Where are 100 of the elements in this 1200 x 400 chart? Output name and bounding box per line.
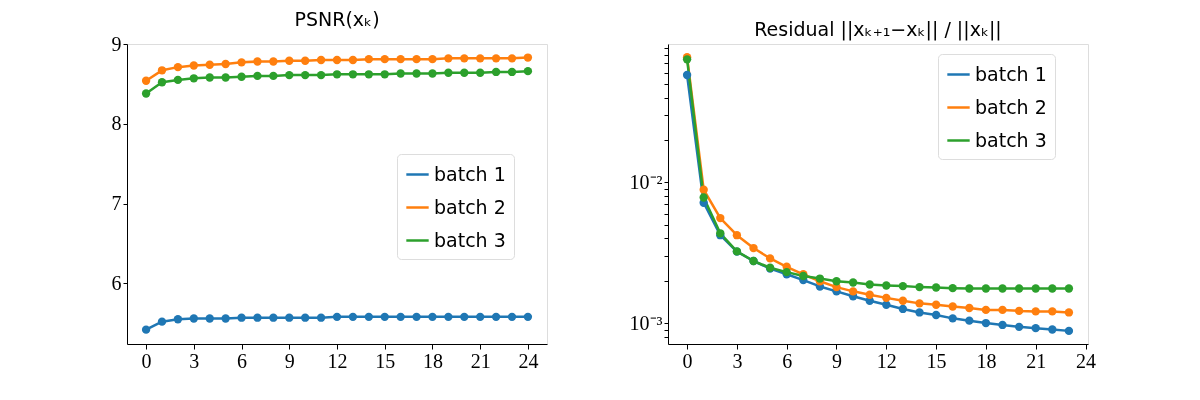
point [848,278,858,287]
y-tick-label: 6 [111,271,122,294]
x-tick-label: 15 [375,349,396,372]
point [221,314,230,323]
point [364,312,373,322]
point [948,302,957,311]
point [765,254,775,263]
point [1048,325,1057,334]
point [364,70,373,79]
point [898,281,908,291]
point [157,66,167,75]
point [682,70,692,80]
point [205,73,214,82]
point [444,54,453,63]
point [237,72,246,81]
point [981,318,991,328]
point [1031,284,1040,293]
point [285,70,294,80]
point [1014,306,1024,316]
point [491,312,501,322]
x-tick-label: 3 [189,349,200,372]
point [716,213,725,223]
legend-label: batch 3 [434,228,506,251]
point [460,54,469,63]
point [1048,284,1057,293]
point [699,193,708,202]
point [269,71,278,81]
point [316,70,326,80]
point [931,300,941,309]
point [865,280,874,289]
point [173,75,183,85]
x-tick-label: 3 [732,349,743,372]
point [269,313,278,322]
point [428,54,437,64]
point [316,313,326,322]
point [460,312,469,322]
point [981,305,991,315]
point [931,310,941,320]
point [931,283,941,292]
point [141,89,151,98]
legend-label: batch 1 [434,162,506,185]
point [301,70,310,80]
point [1014,322,1024,332]
point [189,74,198,83]
point [141,76,151,85]
x-tick-label: 6 [782,349,793,372]
point [253,71,262,81]
point [998,305,1007,315]
point [732,231,742,240]
point [380,70,389,79]
point [915,282,924,292]
point [491,54,501,63]
point [348,312,358,322]
point [882,293,891,303]
point [316,55,326,65]
point [237,58,246,67]
point [832,277,841,286]
point [948,283,957,293]
point [157,78,167,87]
y-tick-label: 8 [111,112,122,135]
point [898,296,908,305]
point [948,314,957,323]
point [173,315,183,324]
point [348,55,358,65]
point [301,313,310,322]
legend-label: batch 2 [434,195,506,218]
point [699,185,708,194]
x-tick-label: 21 [470,349,491,372]
point [507,67,517,77]
legend-label: batch 2 [975,95,1047,118]
point [301,56,310,65]
point [507,54,517,63]
point [221,59,230,69]
x-tick-label: 12 [876,349,897,372]
point [507,312,517,322]
point [523,312,533,322]
x-tick-label: 24 [1076,349,1097,372]
point [865,290,874,299]
point [998,284,1007,293]
point [1031,307,1040,316]
x-tick-label: 6 [237,349,248,372]
point [396,69,405,78]
point [285,56,294,65]
point [237,313,246,322]
point [428,312,437,322]
point [396,54,405,64]
y-tick-label: 7 [111,192,122,215]
point [412,69,421,78]
point [981,284,991,293]
point [998,320,1007,330]
point [332,312,342,322]
point [965,303,974,313]
point [141,325,151,334]
point [1064,326,1074,336]
point [523,66,533,76]
x-tick-label: 0 [141,349,152,372]
point [205,60,214,69]
x-tick-label: 9 [832,349,842,372]
point [189,61,198,70]
point [460,68,469,77]
